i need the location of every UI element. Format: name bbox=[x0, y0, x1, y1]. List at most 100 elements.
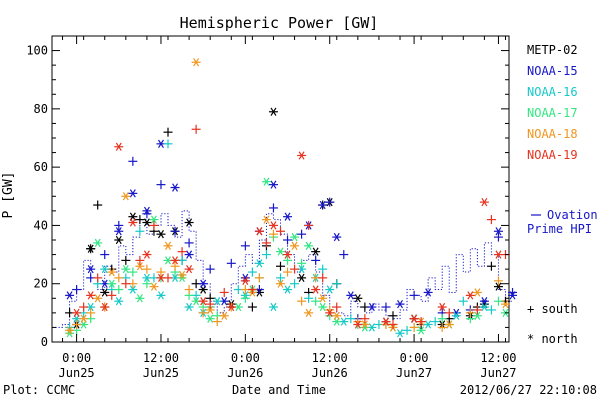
data-point-south bbox=[128, 267, 138, 277]
legend-entry: NOAA-17 bbox=[527, 106, 578, 120]
x-tick-time-label: 12:00 bbox=[480, 351, 516, 365]
data-point-north bbox=[65, 326, 75, 335]
data-point-south bbox=[191, 124, 201, 134]
data-point-south bbox=[283, 235, 293, 245]
data-point-north bbox=[226, 302, 236, 312]
data-point-south bbox=[121, 279, 131, 289]
data-point-south bbox=[219, 287, 229, 297]
north-marker-key: * north bbox=[527, 332, 578, 346]
data-point-south bbox=[170, 226, 180, 236]
data-point-north bbox=[346, 291, 356, 300]
data-point-south bbox=[184, 238, 194, 248]
data-point-north bbox=[128, 218, 138, 227]
data-point-north bbox=[268, 107, 278, 116]
data-point-south bbox=[247, 267, 257, 277]
data-point-north bbox=[212, 297, 222, 306]
timestamp: 2012/06/27 22:10:08 bbox=[460, 383, 597, 397]
plot-frame bbox=[51, 35, 510, 343]
data-point-south bbox=[493, 232, 503, 242]
data-point-north bbox=[395, 299, 405, 309]
data-point-south bbox=[142, 279, 152, 289]
legend-entry: NOAA-15 bbox=[527, 64, 578, 78]
data-point-north bbox=[184, 218, 194, 227]
data-point-north bbox=[451, 311, 461, 320]
data-point-north bbox=[114, 235, 124, 245]
data-point-north bbox=[395, 329, 405, 338]
ovation-prime-line bbox=[55, 210, 513, 328]
x-tick-time-label: 0:00 bbox=[231, 351, 260, 365]
data-point-south bbox=[402, 325, 412, 335]
plot-credit: Plot: CCMC bbox=[3, 383, 75, 397]
data-point-south bbox=[276, 226, 285, 236]
data-point-south bbox=[156, 267, 166, 277]
data-point-south bbox=[486, 215, 496, 225]
data-point-south bbox=[311, 255, 321, 265]
data-point-south bbox=[261, 250, 271, 260]
data-point-south bbox=[297, 296, 307, 306]
data-point-south bbox=[437, 314, 447, 324]
x-tick-date-label: Jun27 bbox=[396, 366, 432, 380]
data-point-north bbox=[128, 189, 138, 198]
x-axis-label: Date and Time bbox=[232, 383, 326, 397]
data-point-north bbox=[121, 192, 131, 201]
data-point-south bbox=[240, 241, 250, 251]
data-point-south bbox=[283, 255, 293, 265]
data-point-south bbox=[72, 285, 82, 295]
y-tick-label: 100 bbox=[26, 44, 48, 58]
data-point-south bbox=[276, 273, 285, 283]
data-point-north bbox=[297, 151, 307, 160]
data-point-south bbox=[79, 302, 89, 312]
data-point-south bbox=[72, 320, 82, 330]
ovation-legend-label-line2: Prime HPI bbox=[527, 222, 592, 236]
y-tick-label: 80 bbox=[34, 102, 48, 116]
data-point-north bbox=[472, 311, 482, 320]
data-point-south bbox=[135, 226, 145, 236]
data-point-north bbox=[437, 302, 447, 312]
x-tick-date-label: Jun27 bbox=[480, 366, 516, 380]
data-point-south bbox=[430, 317, 440, 327]
data-point-north bbox=[149, 215, 159, 224]
data-point-south bbox=[416, 317, 426, 327]
data-point-south bbox=[472, 305, 482, 315]
data-point-south bbox=[332, 279, 342, 289]
data-point-north bbox=[268, 180, 278, 189]
data-point-north bbox=[479, 197, 489, 207]
data-point-south bbox=[93, 200, 103, 210]
data-point-south bbox=[240, 293, 250, 303]
data-point-south bbox=[388, 311, 398, 321]
data-point-south bbox=[437, 322, 447, 332]
data-point-north bbox=[332, 232, 342, 242]
data-point-north bbox=[318, 200, 328, 210]
data-point-north bbox=[170, 183, 180, 192]
x-tick-date-label: Jun26 bbox=[227, 366, 263, 380]
data-point-north bbox=[261, 215, 271, 224]
data-point-north bbox=[367, 302, 377, 312]
data-point-north bbox=[107, 279, 117, 288]
data-point-north bbox=[276, 279, 285, 288]
data-point-north bbox=[184, 302, 194, 312]
data-point-north bbox=[184, 250, 194, 259]
data-point-north bbox=[163, 241, 173, 250]
data-point-north bbox=[114, 142, 124, 151]
data-point-south bbox=[268, 229, 278, 239]
data-point-south bbox=[332, 302, 342, 312]
data-point-south bbox=[156, 180, 166, 190]
data-point-south bbox=[297, 258, 307, 268]
data-point-south bbox=[114, 285, 124, 295]
data-point-south bbox=[318, 264, 328, 274]
data-point-south bbox=[486, 305, 496, 315]
data-point-north bbox=[142, 250, 152, 259]
data-point-north bbox=[198, 279, 208, 288]
data-point-south bbox=[304, 220, 314, 230]
data-point-south bbox=[290, 279, 300, 289]
data-point-north bbox=[205, 314, 215, 323]
data-point-north bbox=[444, 320, 454, 329]
legend-entry: METP-02 bbox=[527, 43, 578, 57]
data-point-south bbox=[297, 229, 307, 239]
data-point-north bbox=[93, 294, 103, 303]
data-point-south bbox=[276, 261, 285, 271]
data-point-north bbox=[72, 308, 82, 318]
legend-entry: NOAA-18 bbox=[527, 127, 578, 141]
data-point-north bbox=[325, 308, 335, 318]
